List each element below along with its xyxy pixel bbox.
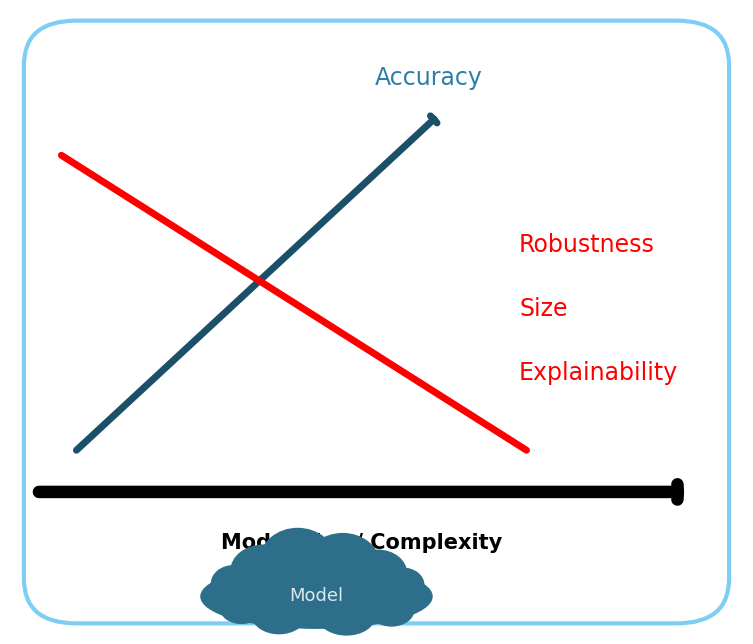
Ellipse shape [318, 596, 375, 635]
Text: Model Size / Complexity: Model Size / Complexity [221, 533, 502, 553]
Ellipse shape [231, 545, 297, 596]
Text: Size: Size [519, 297, 568, 321]
FancyBboxPatch shape [24, 21, 729, 623]
Ellipse shape [306, 534, 379, 592]
Text: Model: Model [289, 587, 343, 605]
Ellipse shape [369, 592, 414, 626]
Ellipse shape [252, 595, 306, 634]
Ellipse shape [221, 592, 263, 623]
Ellipse shape [201, 565, 432, 628]
Ellipse shape [349, 550, 407, 596]
Text: Robustness: Robustness [519, 233, 655, 257]
Ellipse shape [212, 565, 257, 601]
Text: Accuracy: Accuracy [375, 66, 483, 90]
Ellipse shape [261, 529, 335, 592]
Ellipse shape [382, 568, 424, 601]
Text: Explainability: Explainability [519, 361, 678, 385]
